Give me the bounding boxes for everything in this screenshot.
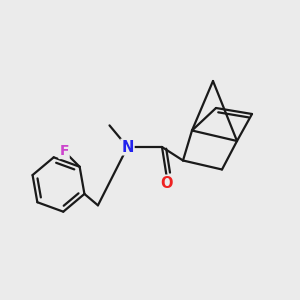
Text: N: N <box>121 140 134 154</box>
Text: O: O <box>160 176 173 190</box>
Text: F: F <box>59 144 69 158</box>
